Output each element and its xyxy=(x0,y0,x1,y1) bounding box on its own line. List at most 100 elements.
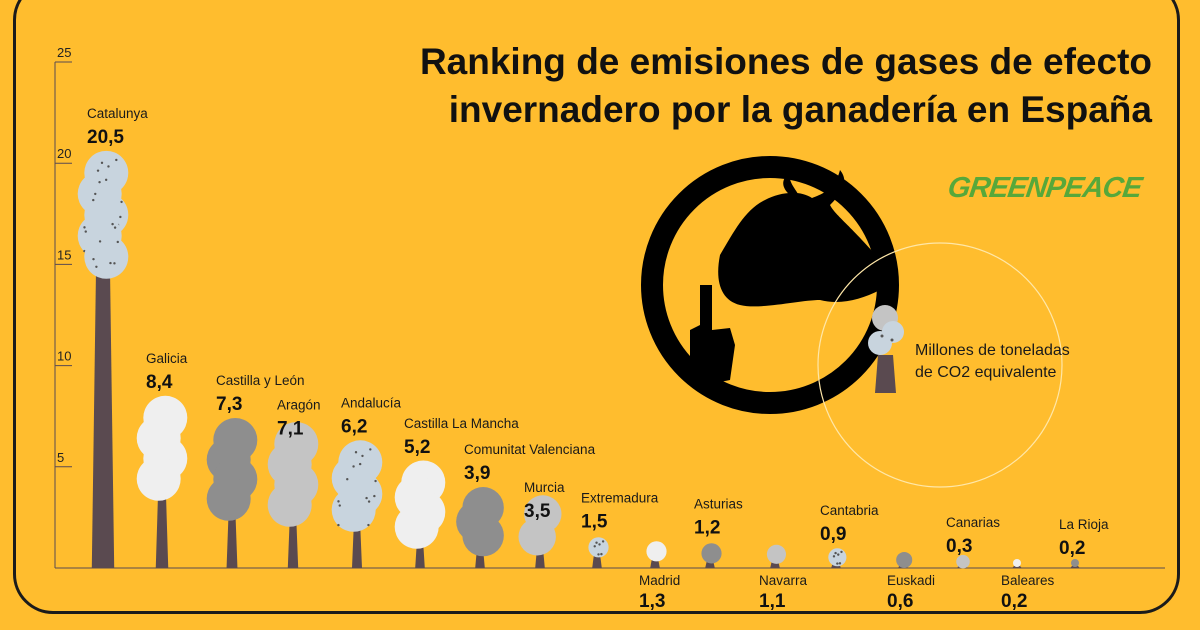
chimney-bar xyxy=(136,395,188,568)
smoke-dot xyxy=(83,226,86,229)
smoke-puff xyxy=(331,487,376,532)
chimney xyxy=(155,492,169,568)
smoke-puff xyxy=(896,551,913,569)
smoke-dot xyxy=(100,161,104,165)
chimney-bar xyxy=(394,460,446,568)
value-label: 0,6 xyxy=(887,591,913,612)
chimney-bar xyxy=(701,543,722,568)
chimney-bar xyxy=(518,495,562,568)
chimney xyxy=(226,512,238,568)
smoke-puff xyxy=(1013,559,1021,567)
y-tick-label: 5 xyxy=(57,450,64,465)
smoke-dot xyxy=(365,496,368,500)
smoke-dot xyxy=(111,222,114,226)
page-title: Ranking de emisiones de gases de efecto … xyxy=(420,38,1152,134)
smoke-dot xyxy=(836,562,839,565)
value-label: 1,1 xyxy=(759,591,786,612)
category-label: Cantabria xyxy=(820,503,879,518)
smoke-dot xyxy=(373,494,376,498)
category-label: Madrid xyxy=(639,573,680,588)
smoke-dot xyxy=(107,165,110,168)
value-label: 0,2 xyxy=(1059,538,1085,559)
smoke-dot xyxy=(838,562,842,565)
smoke-dot xyxy=(98,180,101,184)
chimney xyxy=(287,518,299,568)
smoke-dot xyxy=(354,451,358,454)
chimney-bar xyxy=(588,537,609,568)
value-label: 8,4 xyxy=(146,372,173,393)
value-label: 7,1 xyxy=(277,418,304,439)
category-label: Murcia xyxy=(524,480,565,495)
chimney-bar xyxy=(766,544,787,568)
chimney-bar xyxy=(896,551,913,569)
value-label: 5,2 xyxy=(404,437,430,458)
category-label: Comunitat Valenciana xyxy=(464,442,596,457)
smoke-dot xyxy=(600,552,603,556)
value-label: 3,9 xyxy=(464,463,490,484)
title-line-1: Ranking de emisiones de gases de efecto xyxy=(419,41,1152,82)
smoke-puff xyxy=(267,482,312,527)
smoke-dot xyxy=(837,553,840,556)
smoke-dot xyxy=(601,540,605,543)
smoke-dot xyxy=(367,523,370,527)
category-label: Extremadura xyxy=(581,491,659,506)
smoke-dot xyxy=(113,262,116,265)
smoke-dot xyxy=(595,541,598,544)
category-label: Canarias xyxy=(946,515,1000,530)
smoke-dot xyxy=(834,551,837,555)
smoke-dot xyxy=(109,261,112,265)
chimney-bar xyxy=(646,541,667,568)
y-tick-label: 25 xyxy=(57,45,71,60)
smoke-puff xyxy=(646,541,667,562)
chimney-bar xyxy=(77,150,129,568)
chimney-bar xyxy=(456,486,504,568)
category-label: Castilla y León xyxy=(216,373,305,388)
frame-border xyxy=(13,0,1180,614)
smoke-dot xyxy=(593,545,596,548)
smoke-dot xyxy=(598,543,601,546)
smoke-dot xyxy=(346,478,349,481)
chimney-bar xyxy=(1012,559,1022,568)
smoke-dot xyxy=(84,230,87,233)
smoke-dot xyxy=(95,265,98,268)
category-label: Baleares xyxy=(1001,573,1055,588)
smoke-puff xyxy=(206,476,251,521)
category-label: Euskadi xyxy=(887,573,935,588)
smoke-dot xyxy=(369,448,372,451)
smoke-dot xyxy=(361,454,364,458)
smoke-dot xyxy=(119,215,122,219)
category-label: Castilla La Mancha xyxy=(404,416,519,431)
value-label: 1,5 xyxy=(581,512,608,533)
smoke-dot xyxy=(374,479,377,483)
smoke-dot xyxy=(113,226,117,229)
smoke-puff xyxy=(766,544,787,564)
chimney-bar xyxy=(267,422,319,568)
category-label: Andalucía xyxy=(341,396,402,411)
category-label: Asturias xyxy=(694,497,743,512)
value-label: 0,9 xyxy=(820,524,846,545)
smoke-puff xyxy=(394,504,439,549)
smoke-puff xyxy=(701,543,722,564)
legend-chimney-icon xyxy=(868,305,904,393)
smoke-puff xyxy=(136,456,181,501)
smoke-dot xyxy=(104,178,108,182)
value-label: 0,3 xyxy=(946,536,972,557)
smoke-dot xyxy=(358,462,362,466)
smoke-dot xyxy=(98,240,102,243)
legend-line-1: Millones de toneladas xyxy=(915,342,1070,359)
smoke-puff xyxy=(956,554,970,569)
smoke-dot xyxy=(116,240,119,244)
value-label: 7,3 xyxy=(216,394,242,415)
smoke-dot xyxy=(337,500,340,503)
value-label: 6,2 xyxy=(341,417,367,438)
y-tick-label: 15 xyxy=(57,247,71,262)
smoke-puff xyxy=(84,234,129,279)
cow-logo-icon xyxy=(641,156,899,414)
value-label: 1,2 xyxy=(694,518,720,539)
chimney-bar xyxy=(206,418,258,568)
smoke-dot xyxy=(115,158,118,162)
smoke-dot xyxy=(352,465,355,468)
chimney-bar xyxy=(828,548,847,568)
category-label: Catalunya xyxy=(87,106,148,121)
